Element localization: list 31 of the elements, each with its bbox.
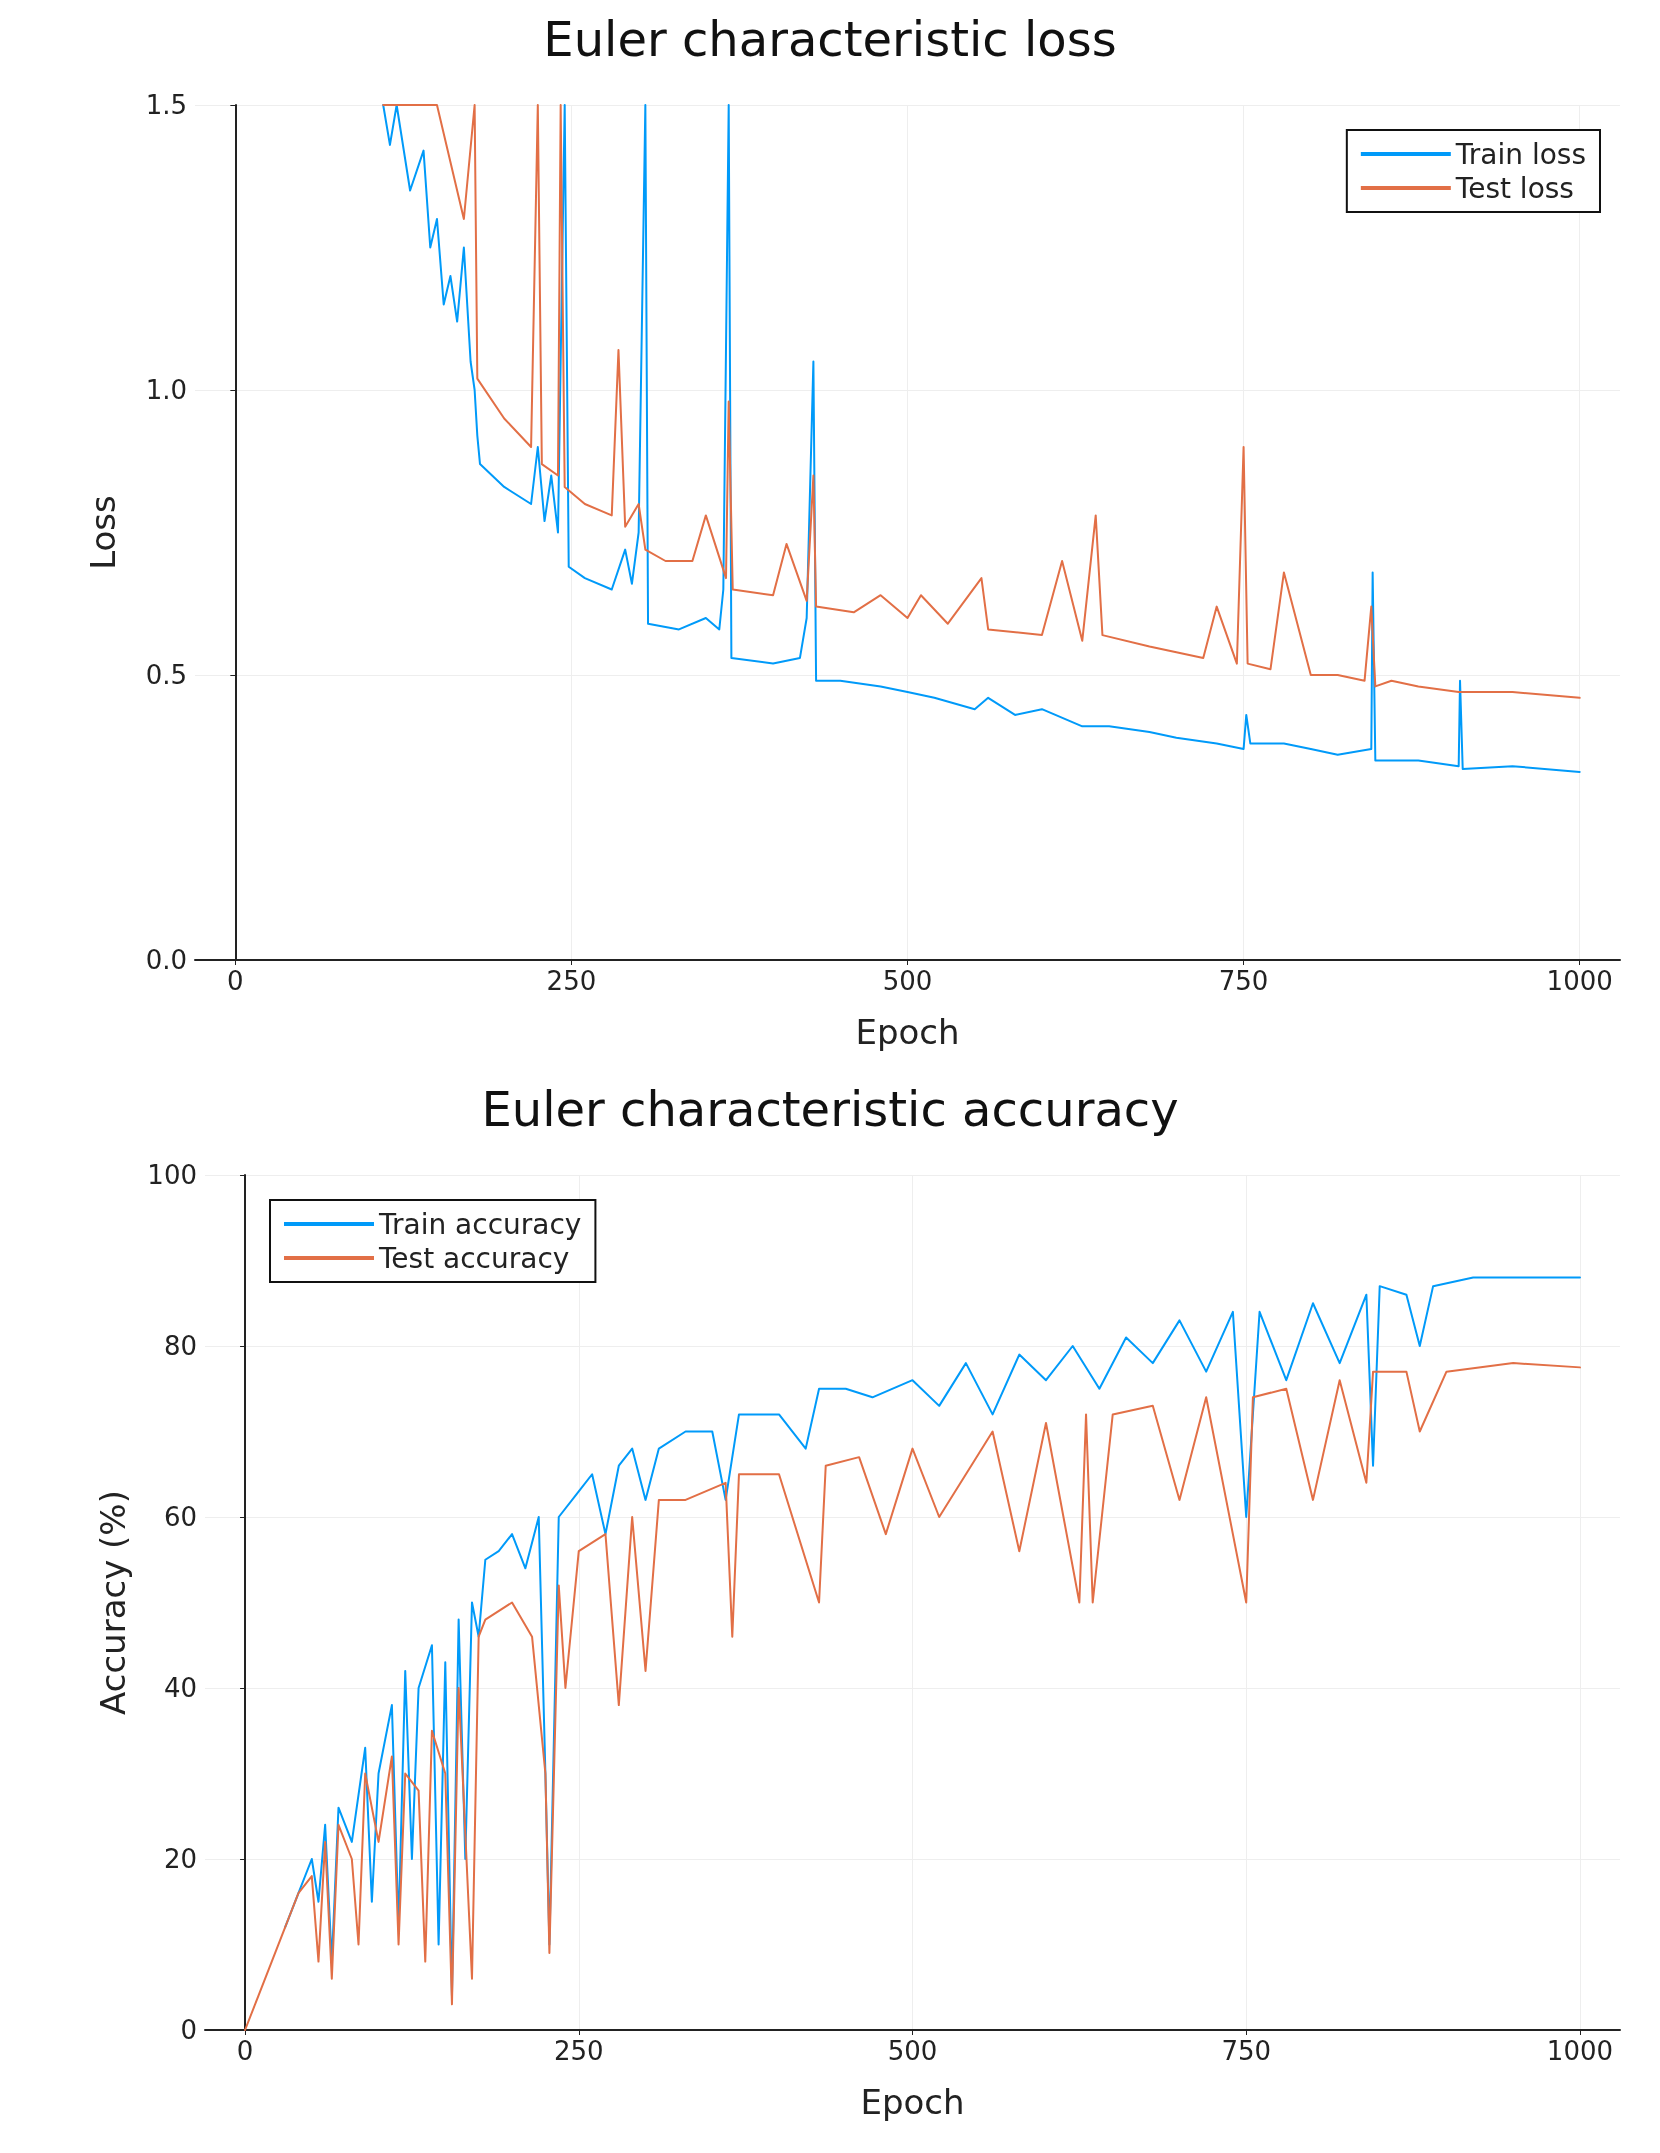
- y-tick-label: 0.5: [145, 660, 187, 690]
- x-tick-label: 750: [1221, 2036, 1272, 2066]
- x-tick-label: 1000: [1546, 2036, 1614, 2066]
- chart-title: Euler characteristic loss: [543, 11, 1117, 67]
- y-tick-label: 60: [163, 1502, 197, 1532]
- x-tick-label: 1000: [1546, 966, 1613, 996]
- legend-label: Train loss: [1454, 137, 1586, 171]
- x-axis-title: Epoch: [860, 2082, 965, 2122]
- x-tick-label: 0: [227, 966, 244, 996]
- y-tick-label: 20: [163, 1844, 197, 1874]
- x-tick-label: 0: [236, 2036, 254, 2066]
- y-tick-label: 0.0: [145, 945, 187, 975]
- x-tick-label: 500: [887, 2036, 938, 2066]
- legend-label: Test loss: [1454, 171, 1574, 205]
- x-tick-label: 250: [553, 2036, 604, 2066]
- y-axis-title: Accuracy (%): [93, 1490, 133, 1715]
- line-series: [244, 1362, 1581, 2031]
- y-axis-title: Loss: [83, 495, 123, 570]
- y-tick-label: 0: [180, 2015, 197, 2045]
- y-tick-label: 1.0: [145, 375, 187, 405]
- chart-title: Euler characteristic accuracy: [481, 1081, 1179, 1137]
- legend-label: Train accuracy: [378, 1207, 582, 1241]
- legend-label: Test accuracy: [378, 1241, 570, 1275]
- x-tick-label: 500: [882, 966, 933, 996]
- y-tick-label: 40: [163, 1673, 197, 1703]
- y-tick-label: 80: [163, 1331, 197, 1361]
- x-axis-title: Epoch: [855, 1012, 960, 1052]
- x-tick-label: 750: [1218, 966, 1269, 996]
- y-tick-label: 100: [147, 1160, 197, 1190]
- y-tick-label: 1.5: [145, 90, 187, 120]
- x-tick-label: 250: [546, 966, 597, 996]
